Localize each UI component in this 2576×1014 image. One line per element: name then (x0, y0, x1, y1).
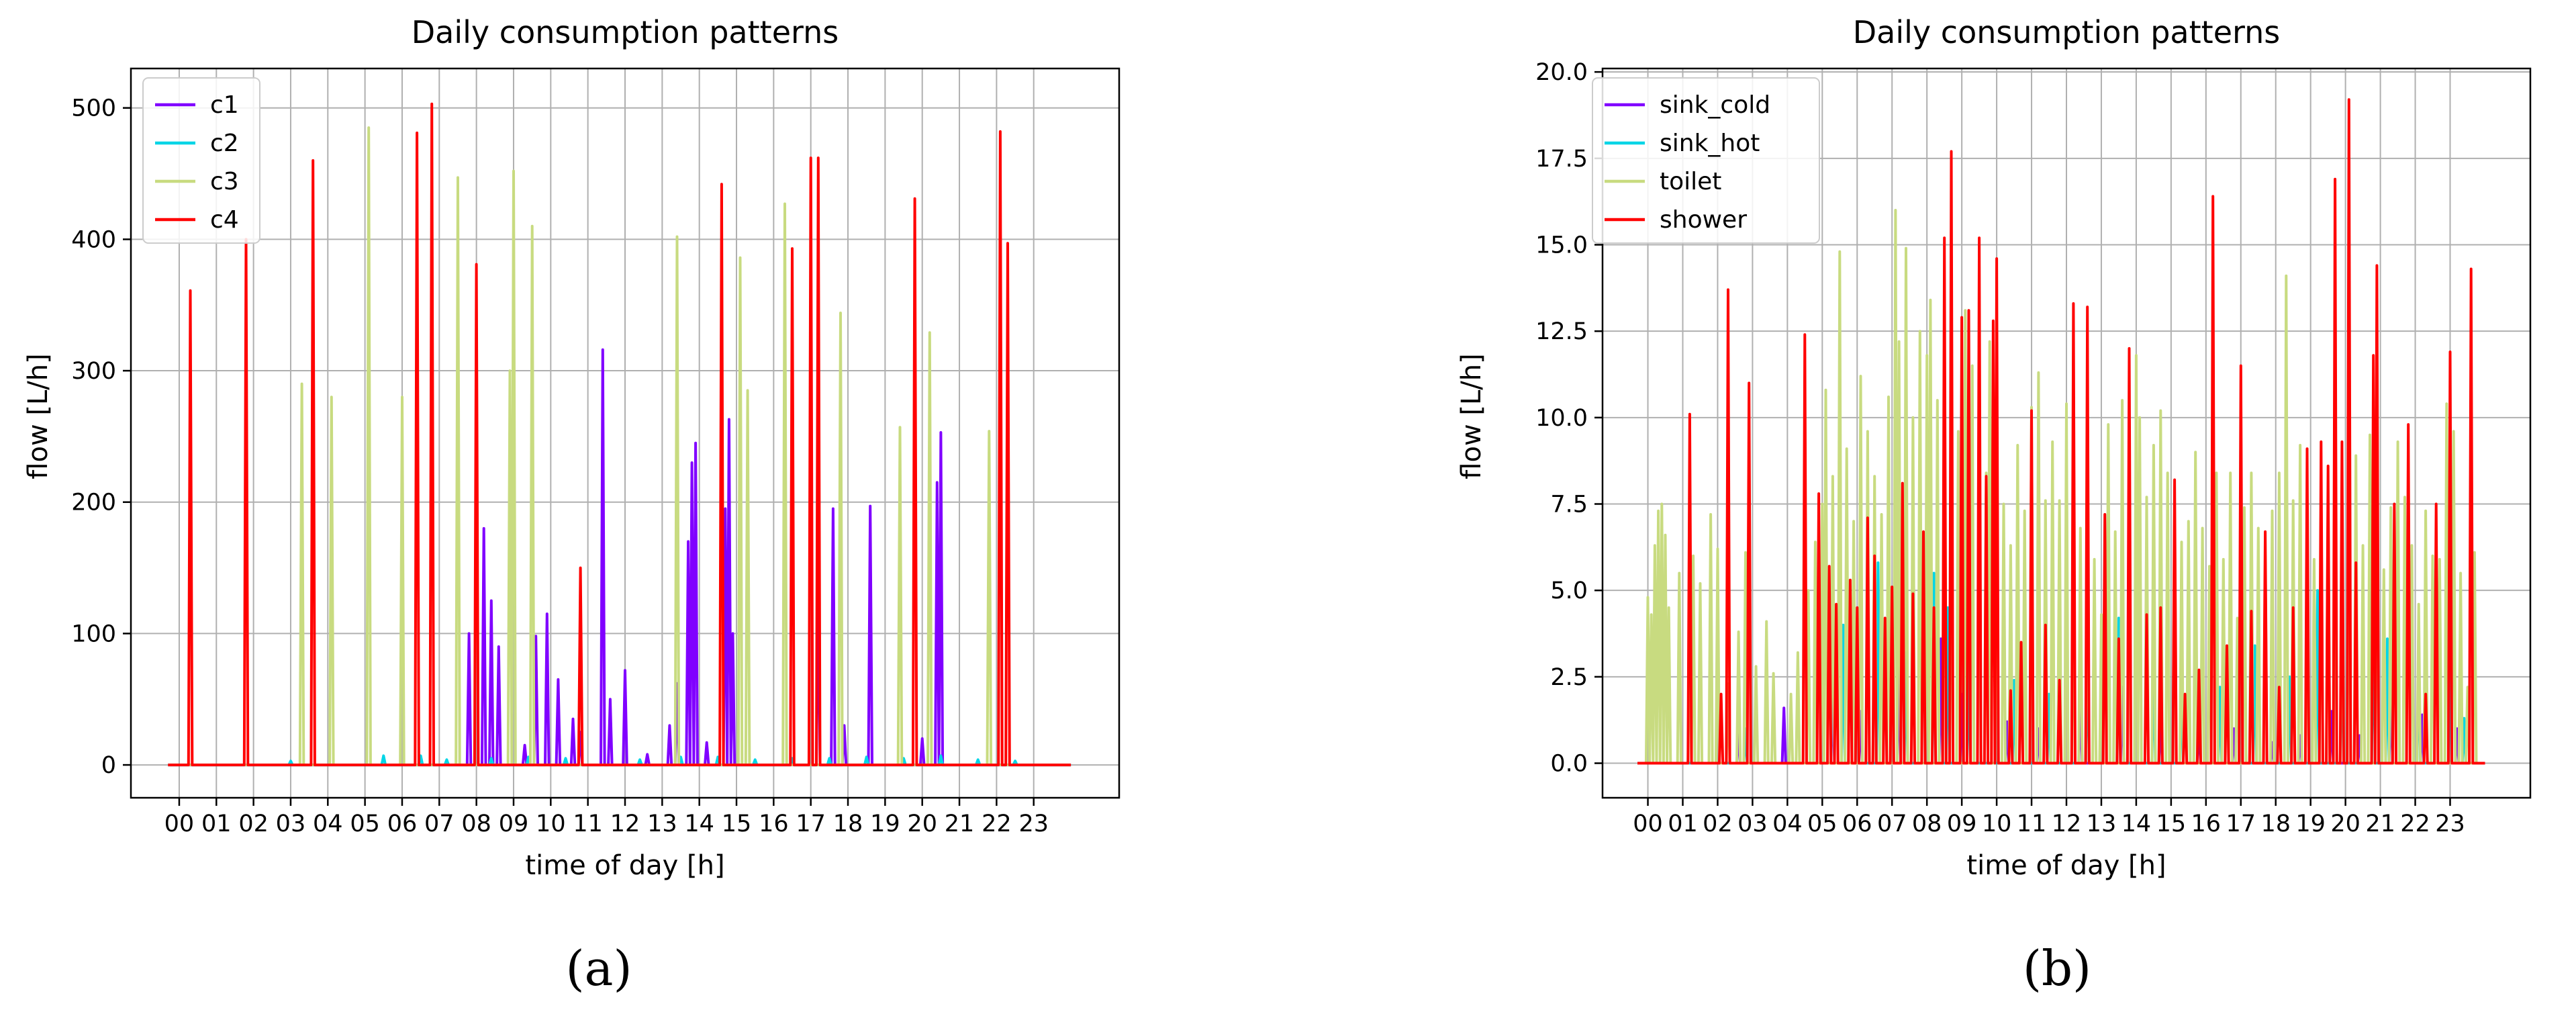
chart-b-plot-area (1637, 98, 2485, 765)
chart-a-x-tick-label: 20 (907, 811, 937, 837)
chart-b-legend-label: sink_cold (1660, 91, 1770, 119)
panel-a-caption: (a) (565, 940, 632, 997)
chart-b-y-tick-label: 20.0 (1535, 59, 1588, 86)
chart-b-x-tick-label: 14 (2121, 811, 2152, 837)
chart-b-x-tick-label: 17 (2226, 811, 2256, 837)
chart-a-legend-box (142, 77, 260, 244)
chart-b-title: Daily consumption patterns (1853, 14, 2280, 50)
chart-a-ylabel: flow [L/h] (23, 353, 54, 479)
chart-a-xlabel: time of day [h] (525, 850, 724, 881)
chart-b-x-tick-label: 06 (1842, 811, 1872, 837)
chart-b-y-tick-label: 2.5 (1550, 664, 1588, 691)
chart-a-legend-label: c1 (210, 91, 239, 119)
chart-b-y-tick-label: 5.0 (1550, 578, 1588, 604)
chart-b-x-tick-label: 09 (1947, 811, 1977, 837)
chart-a-legend-label: c4 (210, 206, 239, 234)
chart-a-x-tick-label: 04 (313, 811, 343, 837)
chart-b-y-tick-label: 12.5 (1535, 318, 1588, 345)
chart-a-x-tick-label: 16 (759, 811, 789, 837)
chart-a-x-tick-label: 02 (238, 811, 269, 837)
chart-a-x-tick-label: 23 (1018, 811, 1049, 837)
chart-a-y-tick-label: 400 (71, 226, 116, 253)
chart-a-x-tick-label: 17 (796, 811, 826, 837)
chart-a-x-tick-label: 07 (424, 811, 455, 837)
chart-b-x-tick-label: 07 (1877, 811, 1907, 837)
chart-b-x-tick-label: 19 (2295, 811, 2326, 837)
chart-a-x-tick-label: 05 (350, 811, 380, 837)
chart-b-xlabel: time of day [h] (1966, 850, 2166, 881)
chart-a-x-tick-label: 21 (945, 811, 975, 837)
chart-b-x-tick-label: 12 (2052, 811, 2082, 837)
chart-a-y-tick-label: 300 (71, 358, 116, 385)
chart-a-x-tick-label: 01 (201, 811, 232, 837)
chart-b-x-tick-label: 16 (2191, 811, 2222, 837)
chart-a: Daily consumption patterns time of day [… (23, 14, 1120, 881)
chart-a-y-tick-label: 200 (71, 490, 116, 516)
chart-b-legend-label: shower (1660, 206, 1747, 234)
panel-b-caption: (b) (2022, 940, 2092, 997)
chart-b-legend-label: toilet (1660, 168, 1721, 195)
chart-b-x-tick-label: 18 (2260, 811, 2291, 837)
chart-b-x-tick-label: 22 (2400, 811, 2430, 837)
chart-b-x-tick-label: 02 (1703, 811, 1733, 837)
chart-a-x-tick-label: 03 (276, 811, 306, 837)
chart-a-x-tick-label: 13 (647, 811, 677, 837)
chart-b-x-tick-label: 03 (1737, 811, 1768, 837)
chart-b-y-tick-label: 7.5 (1550, 492, 1588, 518)
chart-b-legend-box (1592, 77, 1820, 244)
chart-b-x-tick-label: 08 (1912, 811, 1942, 837)
chart-a-plot-area (168, 102, 1071, 767)
chart-a-x-tick-label: 11 (573, 811, 603, 837)
chart-a-legend-label: c3 (210, 168, 239, 195)
chart-b-x-tick-label: 10 (1982, 811, 2012, 837)
chart-a-x-tick-label: 15 (722, 811, 752, 837)
chart-a-title: Daily consumption patterns (412, 14, 839, 50)
chart-a-legend: c1 c2 c3 c4 (142, 77, 260, 244)
chart-b-x-tick-label: 15 (2156, 811, 2187, 837)
chart-a-x-tick-label: 06 (387, 811, 418, 837)
chart-b-legend-label: sink_hot (1660, 130, 1760, 157)
chart-a-x-tick-label: 08 (461, 811, 491, 837)
chart-b-ylabel: flow [L/h] (1456, 353, 1487, 479)
chart-b-series-shower (1637, 98, 2485, 765)
chart-b-y-tick-label: 15.0 (1535, 232, 1588, 259)
chart-a-x-tick-label: 19 (870, 811, 900, 837)
chart-b: Daily consumption patterns time of day [… (1456, 14, 2532, 881)
chart-a-x-tick-label: 18 (833, 811, 863, 837)
chart-b-x-tick-label: 00 (1633, 811, 1663, 837)
chart-a-series-c4 (168, 102, 1071, 767)
chart-a-x-tick-label: 09 (499, 811, 529, 837)
chart-b-x-tick-label: 23 (2435, 811, 2465, 837)
chart-a-legend-label: c2 (210, 130, 239, 157)
chart-b-y-tick-label: 0.0 (1550, 751, 1588, 778)
chart-a-y-tick-label: 100 (71, 620, 116, 647)
chart-b-y-tick-label: 17.5 (1535, 146, 1588, 173)
chart-b-y-tick-label: 10.0 (1535, 405, 1588, 432)
chart-b-x-tick-label: 20 (2330, 811, 2360, 837)
chart-b-x-tick-label: 05 (1807, 811, 1838, 837)
chart-a-x-tick-label: 12 (610, 811, 640, 837)
chart-a-x-tick-label: 10 (536, 811, 566, 837)
chart-a-x-tick-label: 00 (164, 811, 195, 837)
chart-a-y-tick-label: 500 (71, 95, 116, 122)
chart-b-x-tick-label: 01 (1668, 811, 1698, 837)
chart-b-x-tick-label: 21 (2365, 811, 2395, 837)
chart-a-x-tick-label: 14 (684, 811, 714, 837)
chart-b-x-tick-label: 11 (2017, 811, 2047, 837)
chart-a-x-tick-label: 22 (982, 811, 1012, 837)
chart-a-y-tick-label: 0 (101, 752, 116, 779)
chart-b-x-tick-label: 04 (1772, 811, 1803, 837)
chart-b-x-tick-label: 13 (2087, 811, 2117, 837)
